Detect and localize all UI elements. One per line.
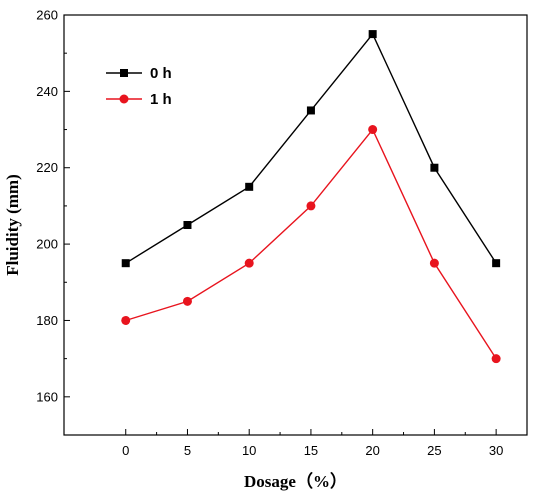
x-tick-label: 5 (184, 443, 191, 458)
y-axis-title: Fluidity (mm) (3, 174, 22, 276)
legend-marker (120, 69, 128, 77)
series-line (125, 32, 497, 264)
data-point (368, 125, 378, 135)
data-point (429, 258, 439, 268)
legend-label: 0 h (150, 65, 172, 82)
y-tick-label: 260 (36, 8, 58, 23)
data-point (121, 259, 130, 268)
data-point (306, 106, 315, 115)
series-group (121, 30, 501, 364)
y-tick-label: 160 (36, 389, 58, 404)
x-tick-label: 15 (304, 443, 318, 458)
plot-frame (63, 14, 528, 436)
series-line (125, 128, 497, 360)
x-tick-label: 10 (242, 443, 256, 458)
series-2 (121, 125, 501, 364)
data-point (492, 259, 501, 268)
x-tick-label: 30 (489, 443, 503, 458)
data-point (121, 315, 131, 325)
legend: 0 h 1 h (106, 65, 172, 108)
data-point (182, 296, 192, 306)
y-tick-label: 220 (36, 160, 58, 175)
data-point (245, 182, 254, 191)
y-tick-label: 180 (36, 313, 58, 328)
x-tick-label: 20 (365, 443, 379, 458)
series-1 (121, 30, 501, 268)
data-point (244, 258, 254, 268)
x-tick-label: 0 (122, 443, 129, 458)
data-point (491, 354, 501, 364)
y-tick-label: 240 (36, 84, 58, 99)
data-point (368, 30, 377, 39)
y-tick-label: 200 (36, 237, 58, 252)
x-tick-label: 25 (427, 443, 441, 458)
data-point (430, 163, 439, 172)
legend-label: 1 h (150, 91, 172, 108)
data-point (306, 201, 316, 211)
axes: 0 5 10 15 20 25 30 160 180 200 220 240 260 (36, 8, 528, 458)
x-axis-title: Dosage（%） (244, 471, 347, 491)
data-point (183, 221, 192, 229)
legend-marker (119, 94, 129, 104)
